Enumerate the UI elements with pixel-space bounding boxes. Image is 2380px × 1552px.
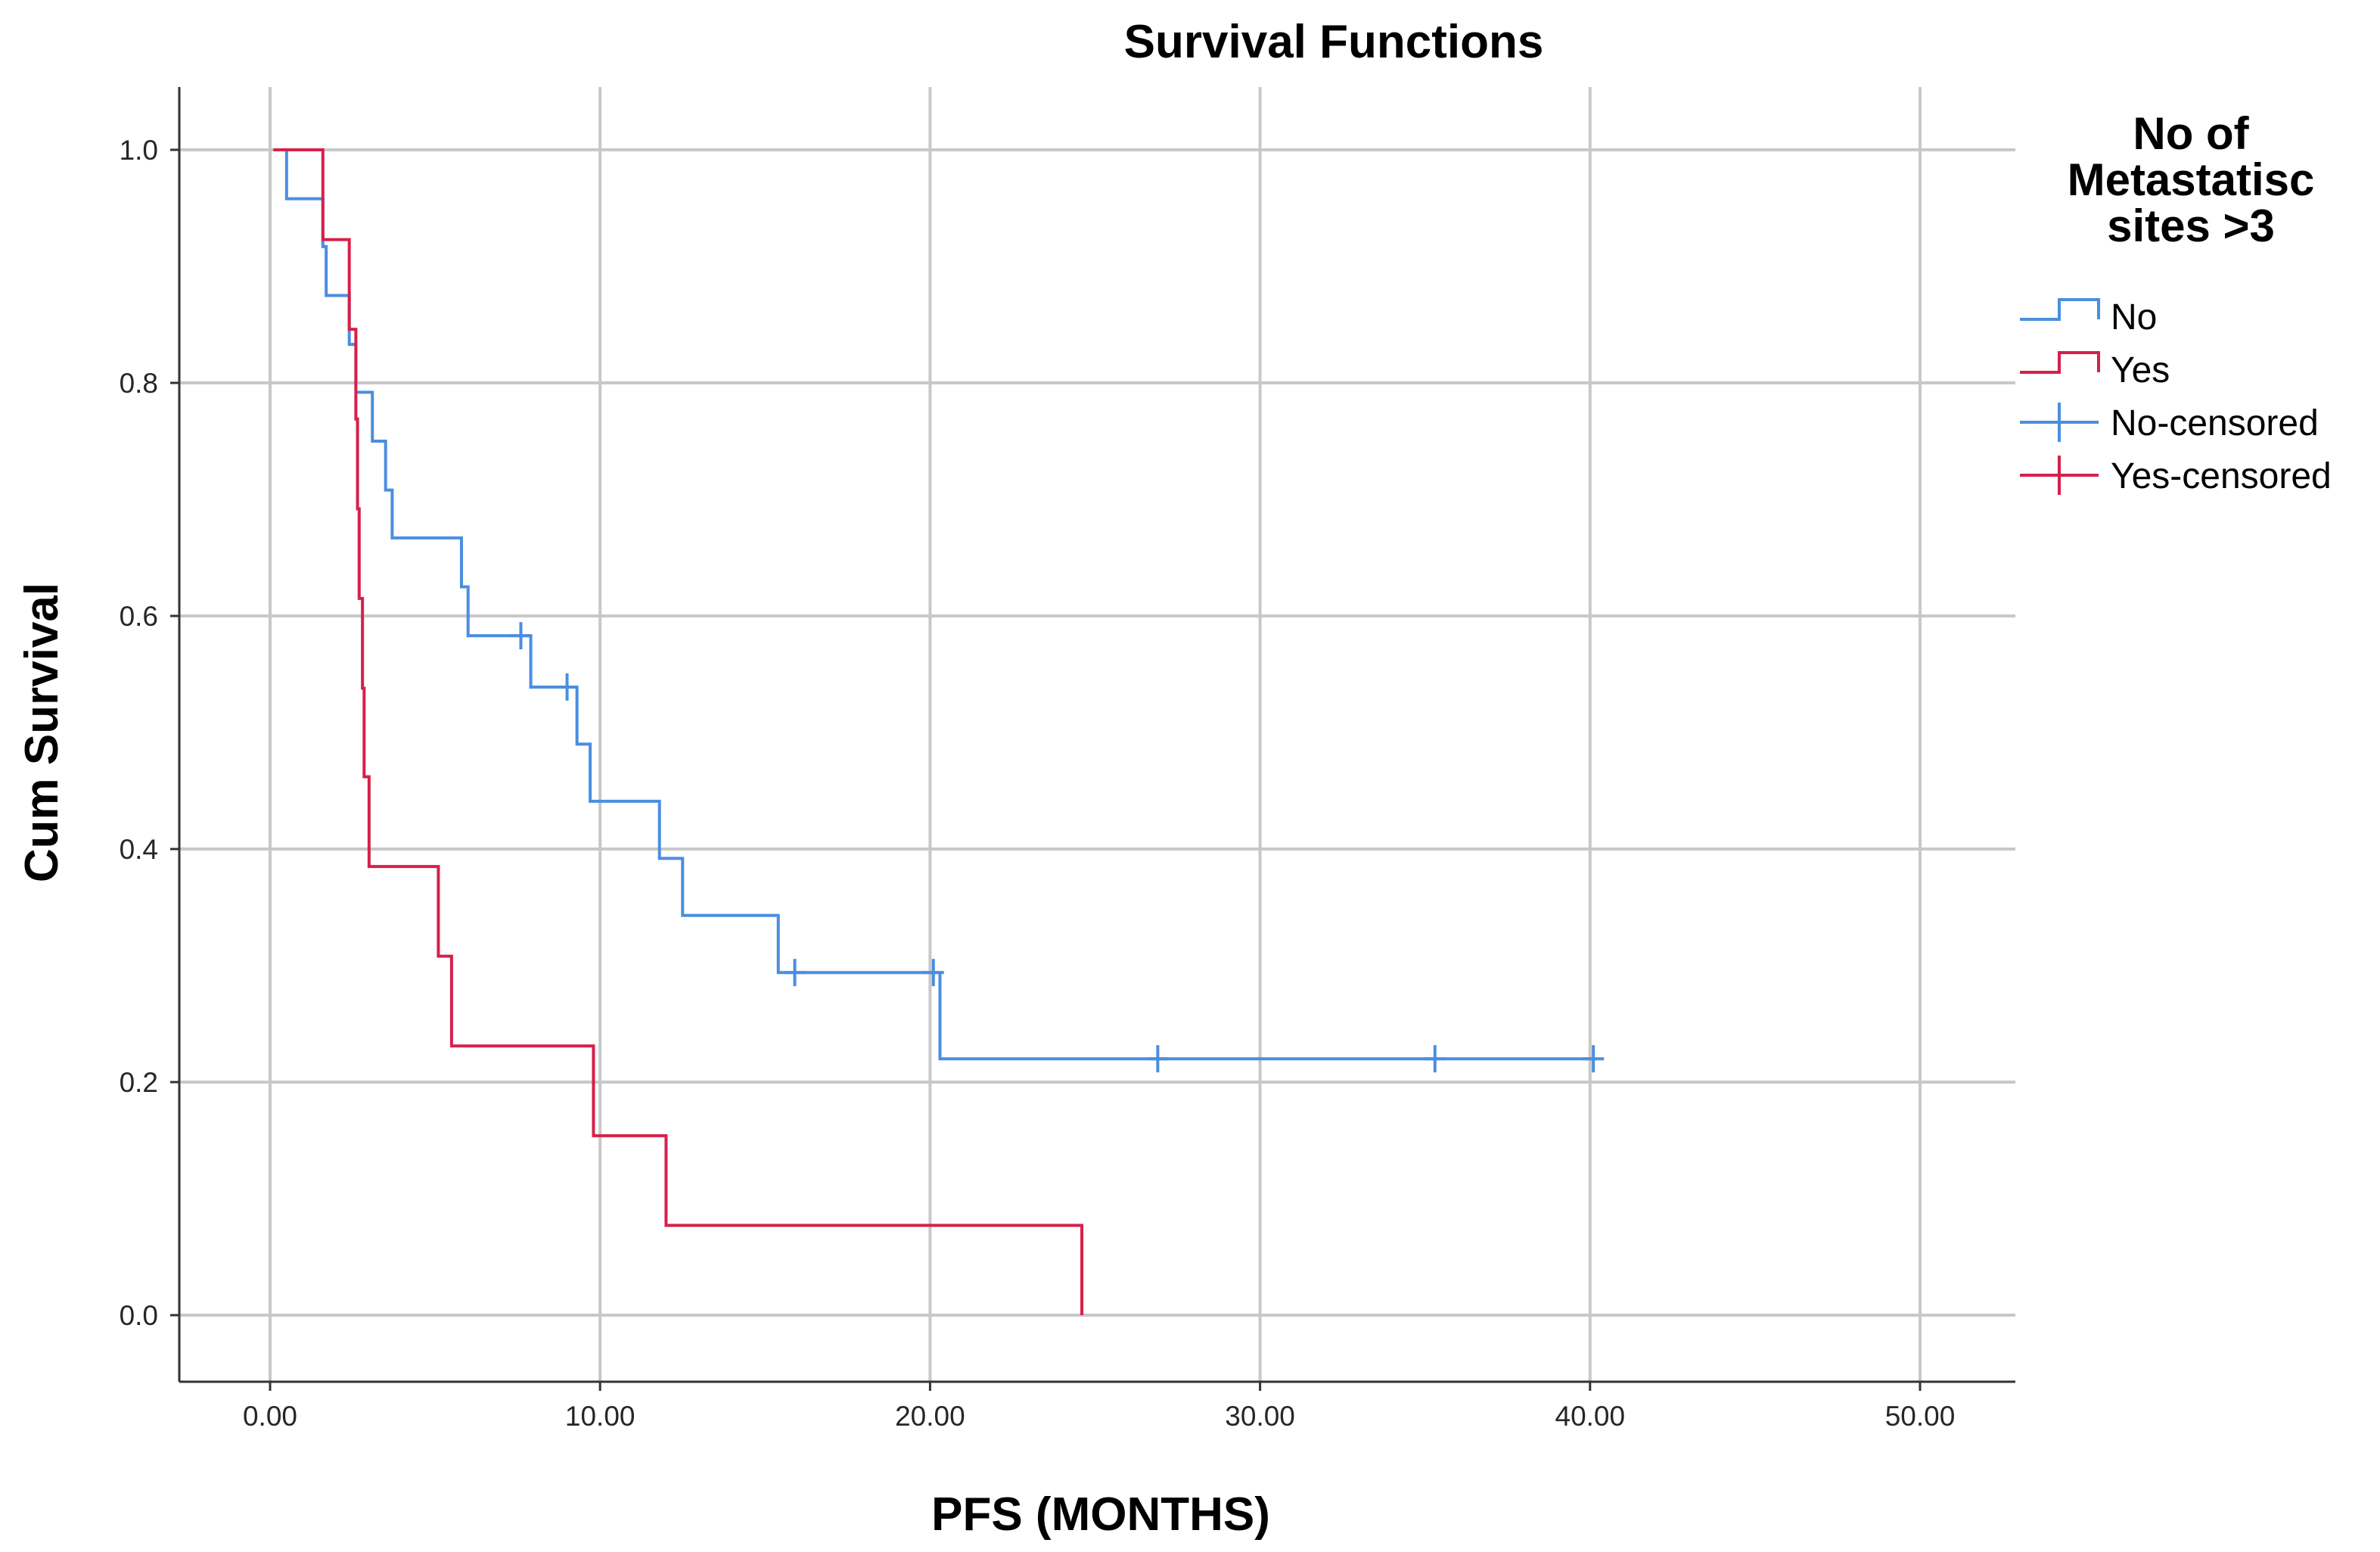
y-tick-label: 1.0 bbox=[120, 135, 158, 166]
y-tick-label: 0.2 bbox=[120, 1067, 158, 1098]
censor-mark-no bbox=[784, 959, 806, 987]
censor-mark-no bbox=[556, 673, 578, 701]
x-axis-title: PFS (MONTHS) bbox=[931, 1488, 1270, 1541]
legend-title-line-3: sites >3 bbox=[2107, 201, 2275, 251]
x-tick-label: 30.00 bbox=[1225, 1401, 1295, 1432]
legend-swatch-yes bbox=[2020, 351, 2100, 374]
y-axis-title: Cum Survival bbox=[16, 583, 68, 882]
chart-title: Survival Functions bbox=[1124, 16, 1544, 68]
legend-entry-no: No bbox=[2020, 297, 2157, 337]
x-tick-label: 50.00 bbox=[1885, 1401, 1956, 1432]
x-tick-label: 0.00 bbox=[243, 1401, 297, 1432]
series-line-yes bbox=[273, 148, 1084, 1315]
legend-swatch-no bbox=[2020, 298, 2100, 321]
legend-entry-yes-censored: Yes-censored bbox=[2020, 456, 2332, 496]
series bbox=[273, 148, 1605, 1315]
legend-label: No-censored bbox=[2111, 403, 2319, 443]
y-tick-label: 0.0 bbox=[120, 1300, 158, 1331]
legend-label: No bbox=[2111, 297, 2157, 337]
x-tick-label: 10.00 bbox=[565, 1401, 635, 1432]
y-tick-label: 0.8 bbox=[120, 368, 158, 399]
censor-mark-no bbox=[922, 959, 944, 987]
y-tick-label: 0.6 bbox=[120, 601, 158, 632]
axes bbox=[178, 87, 2015, 1383]
censor-mark-no bbox=[510, 622, 532, 650]
legend-title-line-2: Metastatisc bbox=[2068, 154, 2315, 205]
censor-mark-no bbox=[1424, 1045, 1446, 1073]
legend-label: Yes-censored bbox=[2111, 456, 2332, 496]
legend-label: Yes bbox=[2111, 350, 2170, 390]
y-tick-label: 0.4 bbox=[120, 834, 158, 865]
x-tick-label: 40.00 bbox=[1555, 1401, 1626, 1432]
censor-mark-no bbox=[1147, 1045, 1169, 1073]
legend-entry-no-censored: No-censored bbox=[2020, 403, 2319, 443]
legend-entry-yes: Yes bbox=[2020, 350, 2170, 390]
x-tick-label: 20.00 bbox=[895, 1401, 965, 1432]
censor-mark-no bbox=[1583, 1045, 1605, 1073]
ticks: 0.00 10.00 20.00 30.00 40.00 50.00 0.0 0.2 0.4 0.… bbox=[120, 135, 1956, 1432]
legend-title-line-1: No of bbox=[2133, 108, 2249, 159]
legend: No of Metastatisc sites >3 No Yes No-censo… bbox=[2020, 108, 2332, 496]
grid bbox=[179, 87, 2015, 1382]
series-line-no bbox=[273, 148, 1597, 1061]
